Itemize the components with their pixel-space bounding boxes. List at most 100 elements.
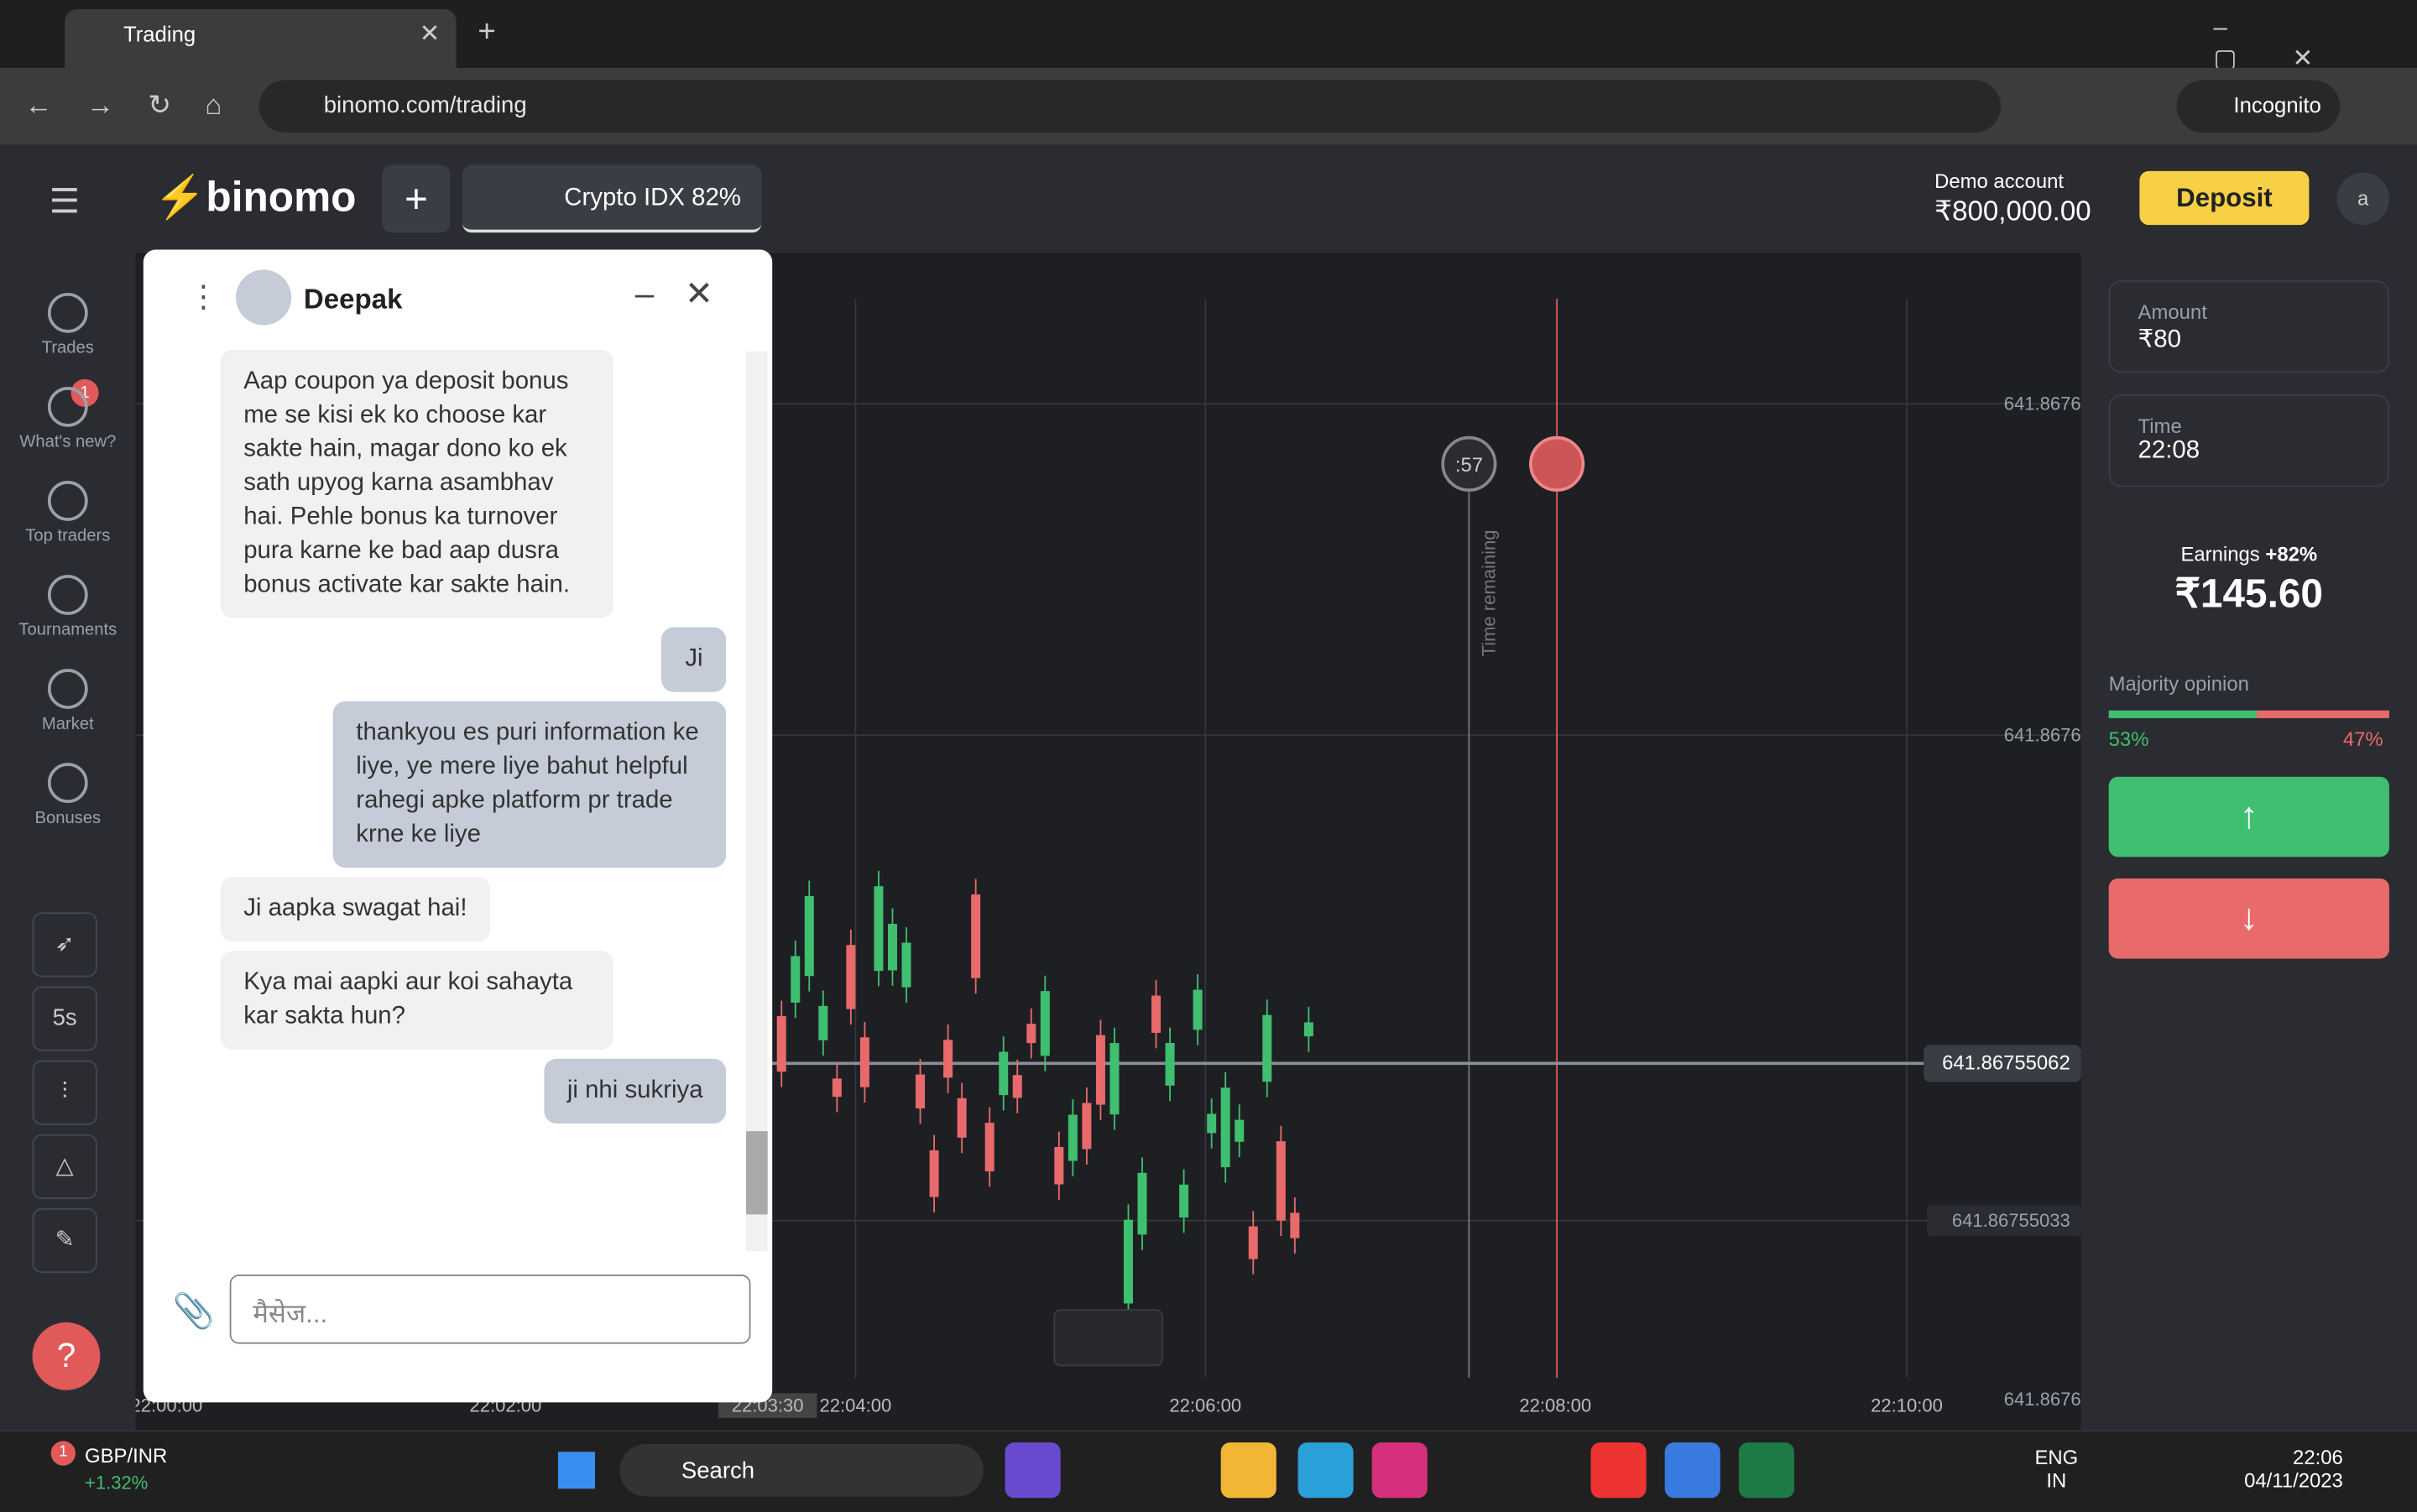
candle-body [1068, 1114, 1078, 1161]
chat-message: ji nhi sukriya [544, 1058, 727, 1124]
ticker-change: +1.32% [85, 1472, 149, 1494]
logo-text: binomo [206, 174, 357, 221]
app-icon[interactable] [1005, 1442, 1061, 1499]
amount: ₹80 [2138, 326, 2181, 353]
tab-title: Trading [123, 21, 196, 47]
avatar[interactable]: a [2336, 172, 2389, 226]
majority-bar [2108, 710, 2389, 718]
candle-body [1248, 1226, 1258, 1259]
window-controls[interactable]: –▢✕ [2213, 15, 2369, 73]
clock[interactable]: 22:06 04/11/2023 [2238, 1446, 2343, 1492]
zoom-controls[interactable] [1053, 1309, 1163, 1367]
price-label: 641.8676 [2004, 394, 2081, 414]
message-input[interactable]: मैसेज... [229, 1274, 751, 1344]
down-button[interactable]: ↓ [2108, 878, 2389, 959]
price-label: 641.8676 [2004, 1389, 2081, 1410]
price-label: 641.8676 [2004, 724, 2081, 745]
add-asset[interactable]: + [382, 164, 451, 233]
scrollbar[interactable] [745, 351, 768, 1252]
url: binomo.com/trading [323, 92, 527, 119]
time-label: 22:10:00 [1871, 1395, 1943, 1416]
clock-date: 04/11/2023 [2244, 1468, 2343, 1492]
deposit-button[interactable]: Deposit [2139, 170, 2310, 226]
candle-body [1235, 1119, 1245, 1142]
candle-body [957, 1098, 967, 1138]
sidebar-item[interactable]: Bonuses [0, 763, 136, 827]
sidebar-label: Top traders [25, 527, 111, 546]
sidebar-label: Tournaments [18, 621, 117, 640]
price-label: 641.86755033 [1952, 1210, 2070, 1231]
agent-name: Deepak [303, 283, 403, 315]
candle-body [832, 1078, 842, 1098]
clock-time: 22:06 [2293, 1445, 2343, 1469]
candle-body [1082, 1103, 1092, 1150]
sidebar-item[interactable]: What's new? [0, 387, 136, 451]
expiry-badge [1529, 435, 1585, 492]
taskbar [0, 1430, 2417, 1512]
app-icon[interactable] [1590, 1442, 1647, 1499]
candle-body [1095, 1035, 1105, 1105]
balance[interactable]: ₹800,000.00 [1934, 196, 2091, 227]
chat-menu[interactable]: ⋮ [188, 280, 219, 315]
sidebar-item[interactable]: Tournaments [0, 575, 136, 639]
asset-selector[interactable]: Crypto IDX 82% [462, 164, 762, 233]
app-icon[interactable] [1738, 1442, 1794, 1499]
attach[interactable]: 📎 [172, 1291, 216, 1331]
candle-body [984, 1123, 994, 1172]
address-bar[interactable] [258, 80, 2002, 133]
message-list: Aap coupon ya deposit bonus me se kisi e… [144, 349, 744, 1253]
incognito-chip[interactable] [2176, 80, 2341, 133]
app-icon[interactable] [1220, 1442, 1276, 1499]
sidebar-label: Market [41, 715, 94, 734]
asset-name: Crypto IDX 82% [564, 185, 741, 211]
candle-body [859, 1037, 869, 1087]
candle-body [791, 956, 801, 1003]
up-pct: 53% [2108, 727, 2149, 751]
incognito-label: Incognito [2233, 92, 2321, 117]
sidebar-item[interactable]: Trades [0, 292, 136, 357]
sidebar-icon [47, 669, 88, 709]
tool-rocket[interactable]: ➶ [32, 912, 97, 978]
price-tag [1926, 1205, 2081, 1237]
scroll-thumb[interactable] [745, 1131, 768, 1215]
lang[interactable]: ENG IN [2034, 1446, 2078, 1492]
candle-body [818, 1005, 828, 1040]
app-icon[interactable] [1297, 1442, 1354, 1499]
candle-body [1165, 1042, 1175, 1086]
tab[interactable] [65, 9, 457, 68]
time-box[interactable]: Time 22:08 [2108, 394, 2389, 487]
sidebar-item[interactable]: Top traders [0, 481, 136, 545]
sidebar-icon [47, 387, 88, 427]
amount-box[interactable]: Amount ₹80 [2108, 280, 2389, 373]
new-tab[interactable]: + [478, 15, 496, 50]
price-tag [1924, 1045, 2081, 1082]
search-box[interactable]: Search [619, 1444, 984, 1497]
time-label: 22:04:00 [820, 1395, 892, 1416]
tool-indicators[interactable]: △ [32, 1134, 97, 1199]
sidebar-item[interactable]: Market [0, 669, 136, 733]
chat-message: Ji aapka swagat hai! [220, 877, 491, 942]
candle-body [1179, 1184, 1189, 1218]
ticker[interactable]: GBP/INR [85, 1444, 168, 1468]
time-label: 22:08:00 [1519, 1395, 1591, 1416]
sidebar-icon [47, 292, 88, 333]
up-button[interactable]: ↑ [2108, 776, 2389, 858]
start-button[interactable] [557, 1452, 595, 1489]
candle-body [1054, 1147, 1064, 1185]
candle-body [1109, 1043, 1120, 1115]
nav-buttons[interactable]: ←→↻⌂ [24, 89, 256, 121]
tool-draw[interactable]: ✎ [32, 1208, 97, 1274]
candle-body [999, 1051, 1009, 1096]
menu-button[interactable]: ☰ [49, 181, 81, 221]
tool-chart-type[interactable]: ⫶ [32, 1060, 97, 1125]
app-icon[interactable] [1371, 1442, 1428, 1499]
candle-body [901, 942, 911, 988]
candle-body [1123, 1219, 1134, 1304]
help-button[interactable]: ? [32, 1322, 101, 1390]
candle-body [943, 1040, 953, 1078]
price-label: 641.86755062 [1942, 1052, 2070, 1075]
tool-interval[interactable]: 5s [32, 986, 97, 1051]
app-icon[interactable] [1664, 1442, 1720, 1499]
tab-close[interactable]: ✕ [419, 21, 441, 48]
chat-controls[interactable]: –✕ [634, 274, 744, 313]
